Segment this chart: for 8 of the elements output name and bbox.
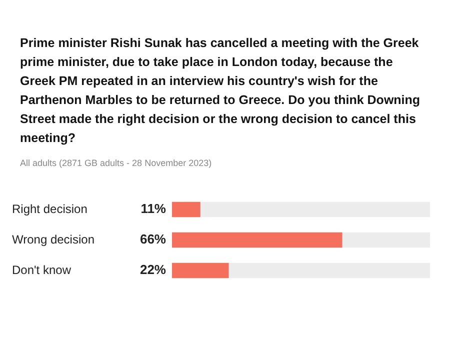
y-tick-label: Right decision xyxy=(12,202,88,216)
chart-subtitle: All adults (2871 GB adults - 28 November 2023) xyxy=(20,158,213,168)
data-label: 11% xyxy=(140,201,166,216)
y-tick-label: Don't know xyxy=(12,262,72,277)
data-label: 66% xyxy=(140,232,166,247)
data-label: 22% xyxy=(140,262,166,278)
y-tick-label: Wrong decision xyxy=(12,232,94,246)
chart-title: Prime minister Rishi Sunak has cancelled a meeting with the Greek prime minister, due to take place in London today, because the Greek PM repeated in an interview his country's wish for the Parthenon Marbles to be returned to Greece. Do you think Downing Street made the right decision or the wrong decision to cancel this meeting? xyxy=(20,35,422,147)
